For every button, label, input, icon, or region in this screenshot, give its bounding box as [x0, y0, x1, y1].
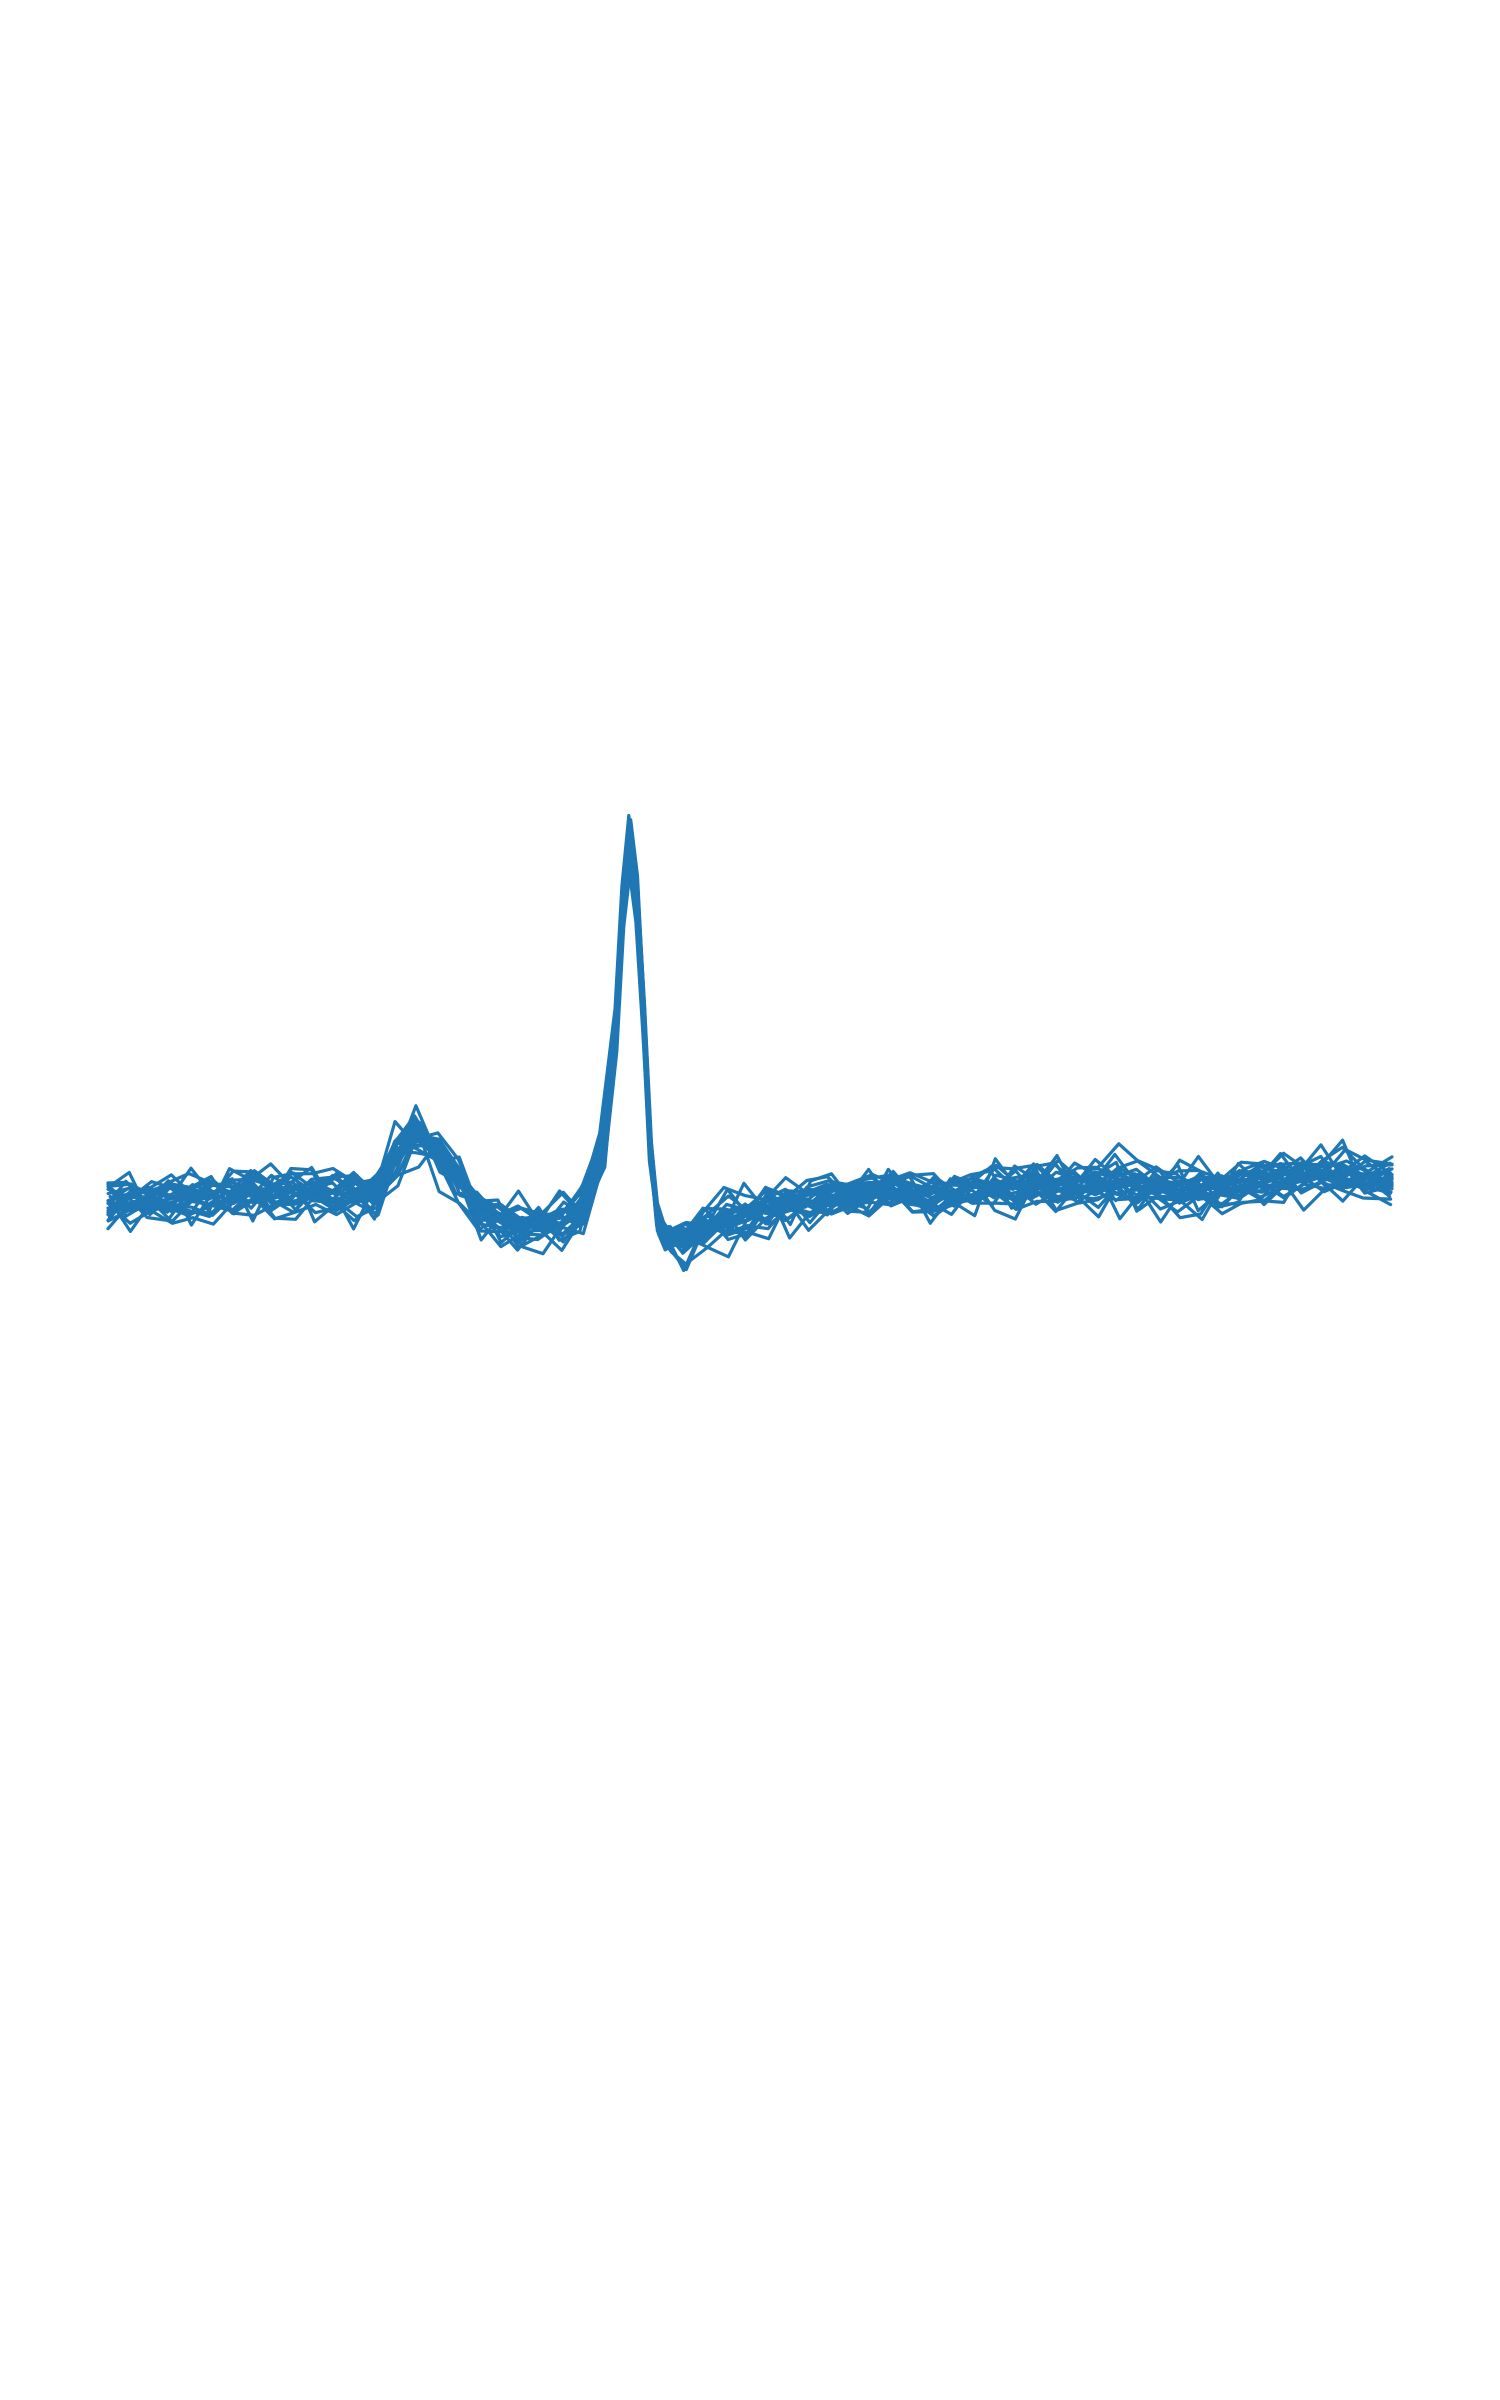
beat-trace-22 [108, 827, 1394, 1239]
beat-trace-28 [108, 852, 1394, 1249]
beat-trace-25 [106, 824, 1394, 1233]
beat-trace-24 [108, 838, 1394, 1259]
beat-traces [106, 813, 1394, 1273]
beat-trace-26 [106, 840, 1392, 1247]
beat-trace-21 [107, 830, 1394, 1252]
